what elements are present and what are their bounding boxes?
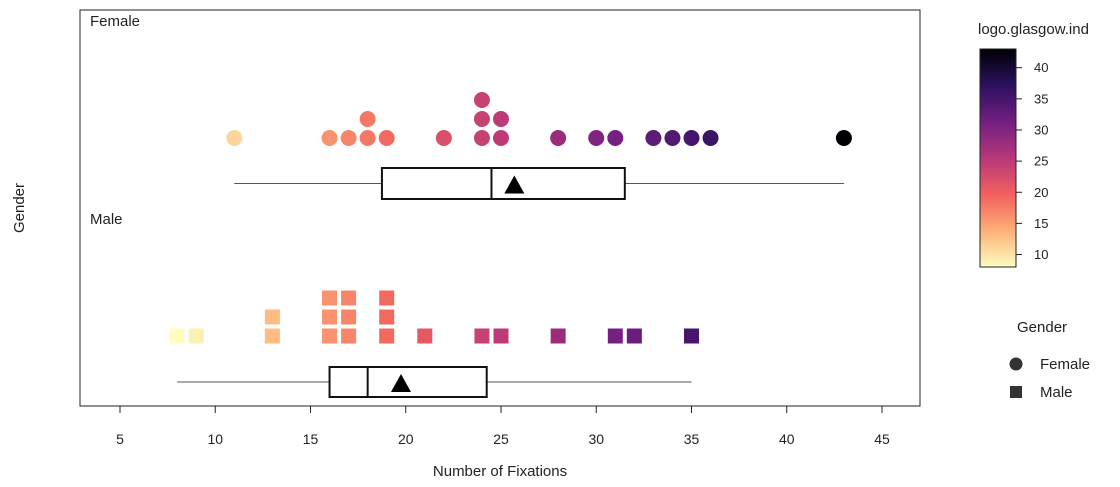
colorbar-tick-label: 40 [1034,60,1048,75]
x-axis: 5 10 15 20 25 30 35 40 45 [116,405,890,447]
panel-label-male: Male [90,211,123,228]
y-axis-title: Gender [11,183,28,233]
male-data-point [264,328,280,344]
female-data-point [378,130,395,146]
male-data-point [493,328,509,344]
colorbar-tick-label: 20 [1034,185,1048,200]
legend-male-marker [1010,386,1022,398]
female-data-point [473,111,490,127]
data-points [169,92,852,344]
female-data-point [550,130,567,146]
female-data-point [607,130,624,146]
male-mean-marker [390,374,411,392]
colorbar-ticks: 10 15 20 25 30 35 40 [1016,60,1048,262]
female-data-point [435,130,452,146]
male-data-point [417,328,433,344]
female-data-point [588,130,605,146]
female-data-point [340,130,357,146]
x-tick-label: 15 [303,431,319,447]
plot-frame [79,9,921,407]
female-data-point [493,130,509,146]
colorbar-tick-label: 15 [1034,216,1048,231]
male-data-point [379,328,395,344]
male-data-point [379,290,395,306]
legend-title: Gender [1017,319,1067,336]
female-box [380,167,626,200]
colorbar-title: logo.glasgow.ind [978,21,1089,38]
legend-female-marker [1009,357,1023,371]
legend-male-label: Male [1040,384,1073,401]
x-tick-label: 35 [684,431,700,447]
male-data-point [550,328,566,344]
x-tick-label: 30 [588,431,604,447]
legend-female-label: Female [1040,356,1090,373]
male-data-point [188,328,204,344]
female-data-point [359,111,376,127]
colorbar-tick-label: 25 [1034,154,1048,169]
female-mean-marker [504,175,525,194]
female-data-point [321,130,338,146]
x-tick-label: 40 [779,431,795,447]
male-data-point [322,328,338,344]
colorbar-tick-label: 10 [1034,247,1048,262]
male-data-point [607,328,623,344]
male-data-point [341,309,357,325]
colorbar-tick-label: 35 [1034,91,1048,106]
female-data-point [664,130,681,146]
male-data-point [322,290,338,306]
x-tick-label: 25 [493,431,509,447]
male-box [328,366,488,398]
male-data-point [341,328,357,344]
x-axis-title: Number of Fixations [433,463,567,480]
male-data-point [169,328,185,344]
colorbar-tick-label: 30 [1034,122,1048,137]
colorbar-gradient [979,48,1017,268]
x-tick-label: 45 [874,431,890,447]
female-data-point [702,130,719,146]
panel-label-female: Female [90,13,140,30]
male-data-point [341,290,357,306]
male-data-point [322,309,338,325]
male-data-point [264,309,280,325]
female-data-point [473,92,490,108]
female-data-point [835,130,852,146]
x-tick-label: 10 [207,431,223,447]
boxplots [177,167,844,398]
female-data-point [473,130,490,146]
male-data-point [474,328,490,344]
male-data-point [379,309,395,325]
female-data-point [359,130,376,146]
female-data-point [493,111,509,127]
x-tick-label: 5 [116,431,124,447]
female-data-point [226,130,243,146]
female-data-point [683,130,700,146]
male-data-point [684,328,699,344]
x-tick-label: 20 [398,431,414,447]
female-data-point [645,130,662,146]
male-data-point [626,328,642,344]
